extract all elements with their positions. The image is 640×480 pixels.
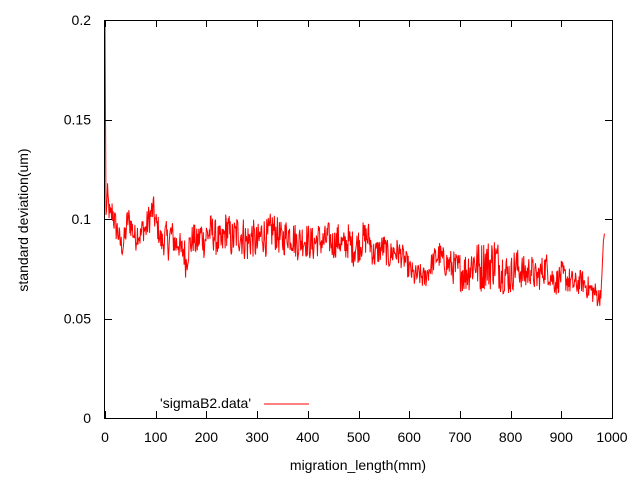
series-line	[104, 19, 605, 307]
x-tick-label: 400	[296, 429, 320, 445]
x-tick-label: 300	[245, 429, 269, 445]
y-tick-label: 0.2	[72, 12, 92, 28]
x-tick-label: 1000	[596, 429, 627, 445]
plot-frame	[104, 20, 613, 419]
y-axis-title: standard deviation(um)	[15, 148, 31, 291]
legend: 'sigmaB2.data'	[160, 395, 309, 411]
legend-label: 'sigmaB2.data'	[160, 395, 251, 411]
series-layer	[104, 19, 605, 307]
x-tick-label: 600	[398, 429, 422, 445]
y-tick-label: 0	[83, 410, 91, 426]
x-tick-label: 900	[550, 429, 574, 445]
x-tick-label: 200	[195, 429, 219, 445]
y-axis: 0 0.05 0.1 0.15 0.2	[64, 12, 612, 426]
x-tick-label: 800	[499, 429, 523, 445]
y-tick-label: 0.15	[64, 112, 91, 128]
y-tick-label: 0.1	[72, 211, 92, 227]
x-tick-label: 500	[347, 429, 371, 445]
x-tick-label: 700	[448, 429, 472, 445]
x-axis-title: migration_length(mm)	[290, 457, 426, 473]
y-tick-label: 0.05	[64, 311, 91, 327]
x-tick-label: 0	[101, 429, 109, 445]
x-tick-label: 100	[144, 429, 168, 445]
x-axis: 0 100 200 300 400 500 600 700 800 900 1000	[101, 20, 628, 445]
